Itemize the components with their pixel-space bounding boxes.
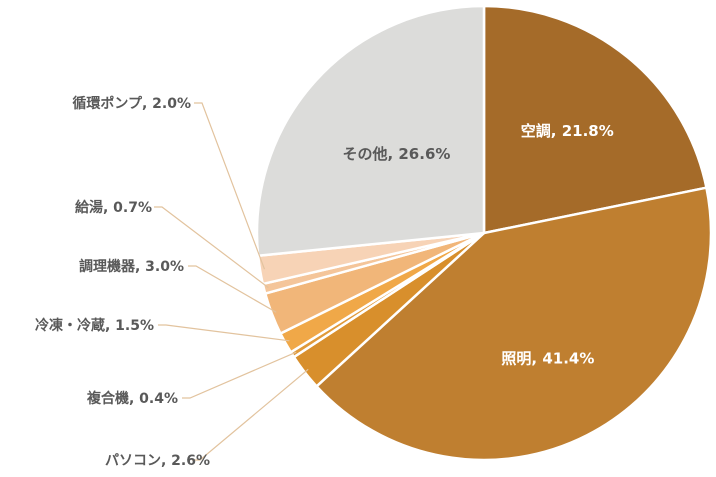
leader-line-7 — [154, 206, 269, 289]
slice-label-7: 給湯, 0.7% — [75, 199, 152, 216]
slice-labels: 空調, 21.8% 照明, 41.4% パソコン, 2.6% 複合機, 0.4% 冷凍・… — [35, 95, 614, 469]
slice-label-9: その他, 26.6% — [342, 145, 450, 163]
slice-label-3: パソコン, 2.6% — [105, 453, 210, 469]
leader-line-8 — [194, 102, 266, 270]
slice-label-5: 冷凍・冷蔵, 1.5% — [35, 317, 154, 334]
leader-line-5 — [158, 324, 290, 342]
pie-slice-2 — [315, 186, 713, 462]
pie-slices — [255, 4, 713, 462]
leader-line-3 — [192, 368, 309, 461]
pie-slice-9 — [255, 4, 486, 258]
slice-label-6: 調理機器, 3.0% — [79, 258, 184, 275]
slice-label-1: 空調, 21.8% — [521, 122, 614, 140]
slice-label-4: 複合機, 0.4% — [86, 390, 178, 407]
slice-label-8: 循環ポンプ, 2.0% — [72, 95, 191, 112]
leader-lines — [154, 102, 309, 461]
pie-slice-1 — [482, 4, 708, 235]
leader-line-6 — [188, 265, 277, 313]
leader-line-4 — [182, 351, 297, 399]
slice-label-2: 照明, 41.4% — [501, 349, 594, 367]
